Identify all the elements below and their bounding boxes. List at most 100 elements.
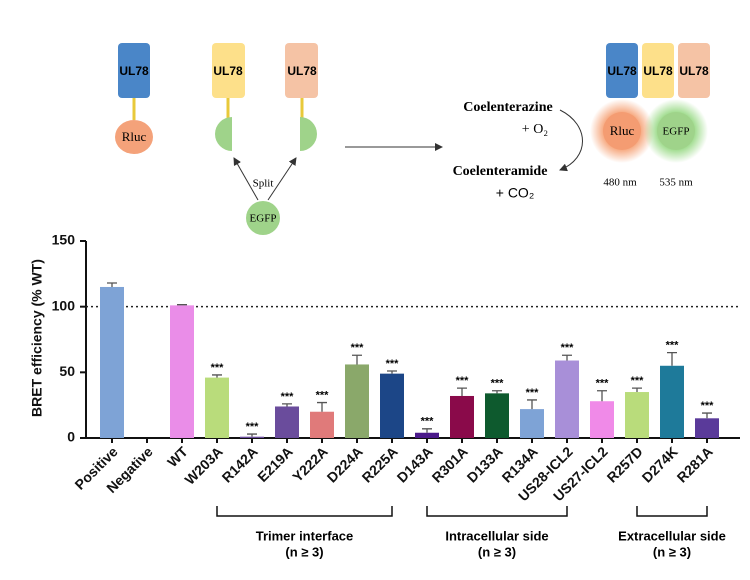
x-tick-label: D143A xyxy=(394,443,436,485)
error-bar xyxy=(352,354,362,365)
error-bar xyxy=(387,370,397,374)
group-note: (n ≥ 3) xyxy=(478,544,516,559)
ul78-box xyxy=(118,43,150,98)
bar xyxy=(660,365,684,438)
ul78-box xyxy=(642,43,674,98)
diagram: UL78 Rluc UL78 UL78 Split EGFP Coelenter… xyxy=(115,43,710,235)
significance: *** xyxy=(316,389,330,401)
label: EGFP xyxy=(250,213,277,225)
bar xyxy=(275,406,299,438)
error-bar xyxy=(667,351,677,366)
error-bar xyxy=(527,399,537,410)
significance: *** xyxy=(351,342,365,354)
error-bar xyxy=(177,304,187,306)
egfp xyxy=(657,112,695,150)
ul78-box xyxy=(606,43,638,98)
bar xyxy=(345,364,369,438)
significance: *** xyxy=(666,340,680,352)
error-bar xyxy=(492,390,502,394)
label: EGFP xyxy=(663,126,690,138)
y-axis-label: BRET efficiency (% WT) xyxy=(29,259,45,417)
label: UL78 xyxy=(679,64,709,78)
error-bar xyxy=(422,428,432,433)
label: UL78 xyxy=(643,64,673,78)
significance: *** xyxy=(631,375,645,387)
bar xyxy=(380,373,404,438)
ul78-box xyxy=(212,43,245,98)
x-tick-label: E219A xyxy=(254,443,296,485)
egfp-half xyxy=(215,117,232,151)
bar xyxy=(205,377,229,438)
rluc xyxy=(115,120,153,154)
error-bar xyxy=(317,401,327,412)
bar xyxy=(310,411,334,438)
label: 480 nm xyxy=(603,177,637,189)
label: UL78 xyxy=(119,64,149,78)
bar xyxy=(625,392,649,438)
group-label: Extracellular side xyxy=(618,528,726,543)
rluc xyxy=(603,112,641,150)
x-tick-label: R281A xyxy=(674,443,716,485)
error-bar xyxy=(632,387,642,393)
error-bar xyxy=(562,354,572,361)
x-tick-label: D133A xyxy=(464,443,506,485)
significance: *** xyxy=(386,358,400,370)
x-tick-label: R225A xyxy=(359,443,401,485)
error-bar xyxy=(597,390,607,402)
group-bracket xyxy=(636,506,708,517)
significance: *** xyxy=(526,387,540,399)
error-bar xyxy=(702,412,712,419)
label: 535 nm xyxy=(659,177,693,189)
group-note: (n ≥ 3) xyxy=(285,544,323,559)
error-bar xyxy=(107,282,117,287)
significance: *** xyxy=(701,400,715,412)
group-label: Intracellular side xyxy=(445,528,548,543)
significance: *** xyxy=(246,421,260,433)
error-bar xyxy=(457,387,467,396)
significance: *** xyxy=(491,378,505,390)
y-tick-label: 0 xyxy=(67,429,75,445)
bar xyxy=(485,393,509,438)
ul78-box xyxy=(285,43,318,98)
bar xyxy=(695,418,719,438)
group-note: (n ≥ 3) xyxy=(653,544,691,559)
x-tick-label: R301A xyxy=(429,443,471,485)
significance: *** xyxy=(281,391,295,403)
x-tick-label: R257D xyxy=(604,443,646,485)
x-tick-label: WT xyxy=(164,443,191,470)
x-tick-label: R142A xyxy=(219,443,261,485)
bar xyxy=(590,401,614,438)
bar xyxy=(100,286,124,438)
label: Coelenteramide xyxy=(453,164,548,179)
significance: *** xyxy=(456,375,470,387)
arrow xyxy=(233,157,259,201)
significance: *** xyxy=(421,416,435,428)
bar xyxy=(170,305,194,438)
error-bar xyxy=(212,374,222,378)
x-tick-label: D274K xyxy=(639,443,681,485)
ul78-box xyxy=(678,43,710,98)
bar xyxy=(240,436,264,438)
group-bracket xyxy=(216,506,393,517)
bar xyxy=(415,432,439,438)
label: UL78 xyxy=(287,64,317,78)
arrow xyxy=(559,109,583,172)
error-bar xyxy=(282,403,292,407)
x-tick-label: Y222A xyxy=(289,443,331,485)
arrow xyxy=(267,157,297,201)
significance: *** xyxy=(561,342,575,354)
label: Split xyxy=(253,178,274,190)
y-tick-label: 50 xyxy=(59,363,75,379)
error-bar xyxy=(247,433,257,437)
label: Rluc xyxy=(122,129,147,144)
egfp xyxy=(246,201,280,235)
group-label: Trimer interface xyxy=(256,528,354,543)
group-bracket xyxy=(426,506,568,517)
label: + CO₂ xyxy=(496,185,535,201)
label: + O₂ xyxy=(522,122,549,137)
y-tick-label: 100 xyxy=(52,297,76,313)
bar xyxy=(555,360,579,438)
label: Coelenterazine xyxy=(463,100,552,115)
